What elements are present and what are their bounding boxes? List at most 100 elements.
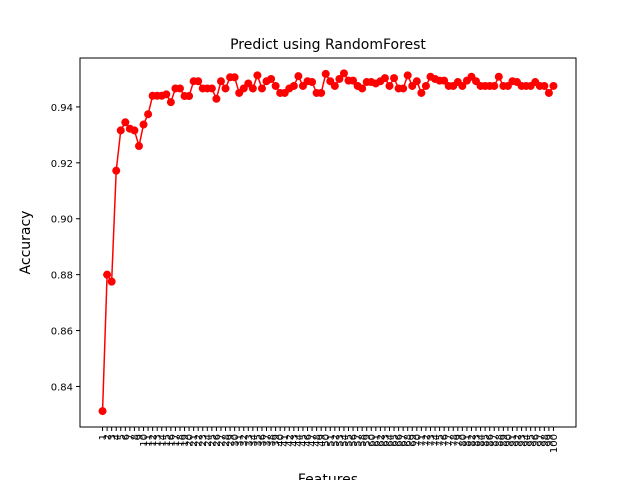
x-tick-label: 42 [285,434,296,447]
data-point [175,84,184,93]
x-tick-label: 89 [499,434,510,447]
y-tick-label: 0.84 [51,382,73,393]
x-tick-label: 65 [390,434,401,447]
x-tick-label: 50 [321,434,332,447]
data-point [417,88,426,97]
x-tick-label: 74 [431,434,442,447]
data-point [216,77,225,86]
x-tick-label: 18 [175,434,186,447]
x-tick-label: 72 [421,434,432,447]
y-axis-ticks: 0.84 0.86 0.88 0.90 0.92 0.94 [51,103,80,393]
x-tick-label: 22 [194,434,205,447]
x-tick-label: 4 [112,434,123,440]
data-point [166,98,175,107]
x-tick-label: 70 [412,434,423,447]
x-tick-label: 80 [458,434,469,447]
x-tick-label: 71 [417,434,428,447]
data-point [358,84,367,93]
y-tick-label: 0.92 [51,159,73,170]
x-tick-label: 66 [394,434,405,447]
data-point [112,166,121,175]
data-point [335,74,344,83]
data-point [107,277,116,286]
data-point [144,110,153,119]
data-point [403,71,412,80]
x-tick-label: 58 [358,434,369,447]
x-tick-label: 1 [98,434,109,440]
data-point [185,92,194,101]
x-tick-label: 43 [289,434,300,447]
data-point [134,142,143,151]
x-tick-label: 5 [116,434,127,440]
x-tick-label: 84 [476,434,487,447]
y-tick-label: 0.86 [51,327,73,338]
y-tick-label: 0.94 [51,103,73,114]
x-tick-label: 17 [171,434,182,447]
x-tick-label: 2 [103,434,114,440]
x-tick-label: 79 [453,434,464,447]
x-tick-label: 31 [235,434,246,447]
x-axis-ticks: 1234567891011121314151617181920212223242… [98,427,560,453]
x-tick-label: 92 [513,434,524,447]
x-tick-label: 63 [380,434,391,447]
x-tick-label: 93 [517,434,528,447]
x-tick-label: 51 [326,434,337,447]
x-tick-label: 12 [148,434,159,447]
data-point [440,76,449,85]
data-point [253,71,262,80]
data-point [339,69,348,78]
x-tick-label: 45 [298,434,309,447]
x-axis-label: Features [298,472,358,480]
x-tick-label: 54 [339,434,350,447]
axes-frame [79,57,577,428]
data-point [221,84,230,93]
x-tick-label: 21 [189,434,200,447]
data-point [289,81,298,90]
x-tick-label: 47 [308,434,319,447]
x-tick-label: 19 [180,434,191,447]
chart-title: Predict using RandomForest [230,37,426,53]
x-tick-label: 40 [276,434,287,447]
data-point [271,81,280,90]
x-tick-label: 27 [216,434,227,447]
x-tick-label: 77 [444,434,455,447]
x-tick-label: 57 [353,434,364,447]
x-tick-label: 73 [426,434,437,447]
data-point [544,88,553,97]
data-point [162,90,171,99]
x-tick-label: 85 [481,434,492,447]
x-tick-label: 86 [485,434,496,447]
data-point [267,74,276,83]
x-tick-label: 96 [531,434,542,447]
x-tick-label: 16 [166,434,177,447]
x-tick-label: 29 [226,434,237,447]
data-point [121,118,130,127]
x-tick-label: 78 [449,434,460,447]
data-point [230,73,239,82]
data-point [540,81,549,90]
x-tick-label: 68 [403,434,414,447]
x-tick-label: 56 [349,434,360,447]
data-point [294,72,303,81]
x-tick-label: 13 [153,434,164,447]
x-tick-label: 59 [362,434,373,447]
x-tick-label: 37 [262,434,273,447]
x-tick-label: 64 [385,434,396,447]
x-tick-label: 6 [121,434,132,440]
x-tick-label: 98 [540,434,551,447]
data-point [380,74,389,83]
data-point [130,126,139,135]
x-tick-label: 9 [134,434,145,440]
data-point [257,84,266,93]
data-point [116,126,125,135]
data-point [549,81,558,90]
x-tick-label: 24 [203,434,214,447]
x-tick-label: 53 [335,434,346,447]
x-tick-label: 15 [162,434,173,447]
x-tick-label: 32 [239,434,250,447]
x-tick-label: 99 [544,434,555,447]
data-point [308,78,317,87]
y-tick-label: 0.88 [51,271,73,282]
data-point [412,77,421,86]
